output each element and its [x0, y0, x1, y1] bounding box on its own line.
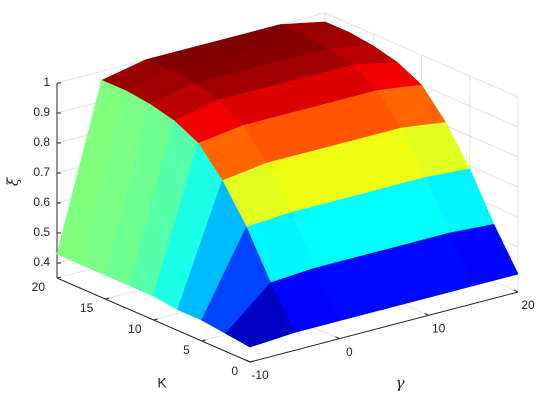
x-tick — [245, 359, 251, 363]
z-tick-label: 0.6 — [33, 195, 50, 209]
x-tick — [513, 289, 519, 293]
x-tick-label: -10 — [251, 368, 269, 382]
x-tick — [424, 312, 429, 316]
surface — [56, 21, 519, 348]
z-axis-label: ξ — [4, 177, 22, 186]
x-tick-label: 10 — [432, 322, 446, 336]
y-tick — [153, 318, 158, 321]
y-tick — [105, 297, 110, 300]
z-tick-label: 0.5 — [33, 225, 50, 239]
z-tick-label: 0.7 — [33, 165, 50, 179]
z-tick-label: 0.4 — [33, 255, 50, 269]
surface-face — [225, 282, 296, 348]
x-axis-label: γ — [396, 374, 405, 392]
y-axis-label: K — [157, 375, 167, 391]
x-tick-label: 0 — [346, 345, 353, 359]
y-tick — [56, 276, 62, 279]
axis-line — [249, 291, 519, 363]
y-tick-label: 0 — [231, 364, 238, 378]
y-tick — [201, 339, 206, 342]
grid-line — [324, 12, 519, 98]
y-tick-label: 15 — [80, 301, 94, 315]
y-tick-label: 10 — [128, 322, 142, 336]
y-tick — [249, 360, 255, 363]
z-tick-label: 1 — [43, 75, 50, 89]
y-tick-label: 20 — [32, 280, 46, 294]
z-tick-label: 0.9 — [33, 105, 50, 119]
x-tick — [335, 336, 340, 340]
z-tick-label: 0.8 — [33, 135, 50, 149]
x-tick-label: 20 — [521, 298, 535, 312]
y-tick-label: 5 — [183, 343, 190, 357]
